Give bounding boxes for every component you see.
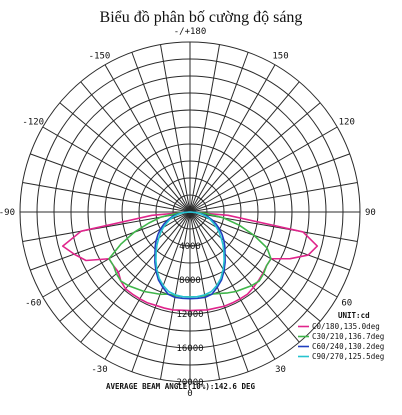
grid-spoke <box>131 211 191 372</box>
unit-label: UNIT:cd <box>338 311 370 320</box>
angle-tick-label: -/+180 <box>174 27 207 37</box>
radial-tick-label: 4000 <box>179 242 201 252</box>
angle-tick-label: 120 <box>339 118 355 128</box>
angle-tick-label: -30 <box>91 365 107 375</box>
axis-labels: -/+180 -150 150 -120 120 -90 90 -60 60 -30 30 0 4000… <box>0 27 376 399</box>
grid-spoke <box>42 126 191 213</box>
angle-tick-label: -90 <box>0 208 15 218</box>
angle-tick-label: -150 <box>89 51 111 61</box>
legend-label: C60/240,130.2deg <box>312 342 384 351</box>
grid-spoke <box>189 211 338 298</box>
angle-tick-label: 30 <box>275 365 286 375</box>
grid-spoke <box>80 211 191 343</box>
grid-spoke <box>189 126 338 213</box>
grid-spoke <box>189 211 350 271</box>
angle-tick-label: 150 <box>272 51 288 61</box>
grid-spoke <box>30 211 191 271</box>
grid-spoke <box>22 181 191 213</box>
angle-tick-label: -120 <box>22 118 44 128</box>
radial-tick-label: 8000 <box>179 276 201 286</box>
polar-grid <box>19 41 361 383</box>
angle-tick-label: 60 <box>341 299 352 309</box>
grid-spoke <box>189 153 350 213</box>
legend-label: C0/180,135.0deg <box>312 322 380 331</box>
grid-spoke <box>189 81 300 213</box>
grid-spoke <box>159 44 191 213</box>
angle-tick-label: -60 <box>25 299 41 309</box>
legend-label: C90/270,125.5deg <box>312 352 384 361</box>
chart-title: Biểu đồ phân bố cường độ sáng <box>99 9 303 26</box>
angle-tick-label: 0 <box>187 389 192 399</box>
series-curve-4 <box>155 211 225 298</box>
legend: UNIT:cd C0/180,135.0degC30/210,136.7degC… <box>298 311 384 361</box>
intensity-curves <box>61 211 319 312</box>
grid-spoke <box>42 211 191 298</box>
grid-spoke <box>189 211 249 372</box>
grid-spoke <box>59 102 191 213</box>
radial-tick-label: 20000 <box>176 378 203 388</box>
grid-spoke <box>189 211 321 322</box>
grid-spoke <box>30 153 191 213</box>
legend-label: C30/210,136.7deg <box>312 332 384 341</box>
angle-tick-label: 90 <box>365 208 376 218</box>
grid-spoke <box>80 81 191 213</box>
grid-spoke <box>104 64 191 213</box>
radial-tick-label: 12000 <box>176 310 203 320</box>
grid-spoke <box>189 211 300 343</box>
grid-spoke <box>131 52 191 213</box>
grid-spoke <box>189 102 321 213</box>
grid-spoke <box>189 44 221 213</box>
radial-tick-label: 16000 <box>176 344 203 354</box>
beam-angle-footer: AVERAGE BEAM ANGLE(10%):142.6 DEG <box>106 382 255 391</box>
grid-spoke <box>189 181 358 213</box>
series-curve-3 <box>154 211 226 300</box>
grid-spoke <box>189 64 276 213</box>
grid-spoke <box>189 52 249 213</box>
grid-spoke <box>189 211 276 360</box>
grid-spoke <box>59 211 191 322</box>
grid-spoke <box>104 211 191 360</box>
